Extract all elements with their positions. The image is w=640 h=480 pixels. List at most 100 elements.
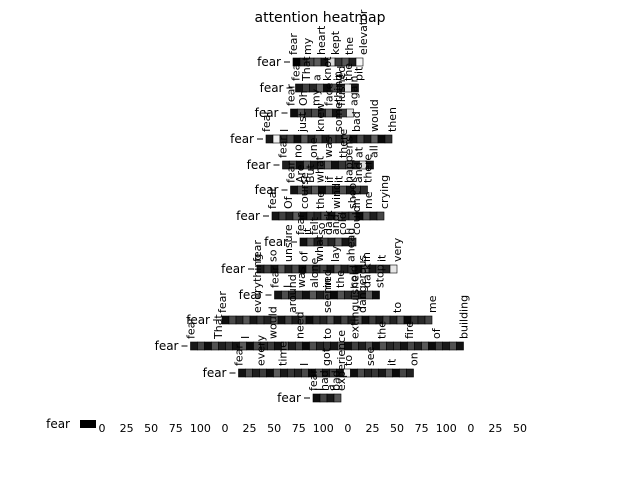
- heatmap-cell: [278, 211, 287, 221]
- heatmap-cell: [327, 237, 336, 247]
- token-label: the: [343, 37, 356, 55]
- heatmap-cell: [274, 290, 282, 300]
- axis-tick-label: 50: [144, 422, 158, 435]
- token-label: lay: [329, 245, 342, 262]
- token-label: the: [342, 63, 355, 81]
- token-label: was: [295, 266, 308, 288]
- heatmap-cell: [284, 315, 293, 325]
- heatmap-cell: [377, 134, 386, 144]
- heatmap-cell: [252, 368, 260, 378]
- token-label: a: [324, 384, 337, 391]
- heatmap-cell: [319, 393, 328, 403]
- heatmap-cell: [442, 341, 450, 351]
- heatmap-cell: [421, 341, 429, 351]
- token-label: seemed: [321, 269, 334, 313]
- token-label: my: [310, 88, 323, 106]
- token-label: heart: [315, 25, 328, 55]
- heatmap-cell: [312, 393, 321, 403]
- token-label: kept: [329, 30, 342, 55]
- heatmap-cell: [417, 315, 426, 325]
- token-label: very: [391, 237, 404, 262]
- heatmap-cell: [302, 290, 310, 300]
- heatmap-cell: [287, 368, 295, 378]
- heatmap-cell: [366, 160, 374, 170]
- axis-tick-label: 75: [415, 422, 429, 435]
- token-label: in: [332, 71, 345, 81]
- heatmap-cell: [364, 368, 372, 378]
- row-label: fear: [257, 55, 281, 69]
- row-label: fear: [255, 183, 279, 197]
- row-label: fear: [186, 313, 210, 327]
- token-label: me: [362, 191, 375, 209]
- token-label: my: [301, 37, 314, 55]
- axis-tick-label: 100: [313, 422, 334, 435]
- heatmap-cell: [371, 368, 379, 378]
- token-label: then: [386, 107, 399, 132]
- token-label: in: [321, 278, 334, 288]
- axis-row-label: fear: [46, 417, 70, 431]
- heatmap-cell: [334, 57, 343, 67]
- axis-tick-label: 25: [120, 422, 134, 435]
- heatmap-cell: [290, 185, 298, 195]
- axis-tick-label: 75: [292, 422, 306, 435]
- token-label: every: [254, 334, 267, 366]
- heatmap-cell: [299, 237, 308, 247]
- token-label: if: [323, 175, 336, 183]
- token-label: no: [292, 144, 305, 158]
- heatmap-cell: [340, 315, 349, 325]
- token-label: dangerous: [356, 255, 369, 313]
- heatmap-cell: [256, 315, 265, 325]
- heatmap-cell: [273, 368, 281, 378]
- token-label: fear: [285, 161, 298, 183]
- heatmap-cell: [285, 211, 294, 221]
- heatmap-cell: [428, 341, 436, 351]
- heatmap-cell: [271, 211, 280, 221]
- row-label: fear: [255, 106, 279, 120]
- axis-tick-label: 25: [243, 422, 257, 435]
- token-label: knot: [321, 56, 334, 81]
- heatmap-cell: [309, 290, 317, 300]
- heatmap-cell: [449, 341, 457, 351]
- heatmap-cell: [360, 185, 368, 195]
- token-label: again: [348, 75, 361, 106]
- heatmap-cell: [363, 134, 372, 144]
- heatmap-cell: [337, 290, 345, 300]
- token-label: extinguisher: [348, 270, 361, 339]
- heatmap-cell: [313, 57, 322, 67]
- axis-tick-label: 0: [467, 422, 474, 435]
- heatmap-cell: [294, 368, 302, 378]
- heatmap-cell: [266, 368, 274, 378]
- heatmap-cell: [246, 341, 254, 351]
- token-label: That: [212, 314, 225, 340]
- token-label: ahead: [344, 228, 357, 262]
- token-label: at: [352, 146, 365, 158]
- token-label: bad: [350, 111, 363, 132]
- heatmap-cell: [288, 341, 296, 351]
- axis-cell: [80, 420, 96, 428]
- token-label: fear: [287, 33, 300, 55]
- token-label: unsure: [282, 224, 295, 262]
- heatmap-cell: [331, 160, 339, 170]
- heatmap-cell: [302, 341, 310, 351]
- heatmap-cell: [242, 315, 251, 325]
- token-label: something: [332, 74, 345, 132]
- row-label: fear: [264, 235, 288, 249]
- token-label: elevator: [357, 9, 370, 55]
- token-label: couldn't: [350, 190, 363, 235]
- token-label: and: [352, 162, 365, 183]
- token-label: knew: [314, 103, 327, 132]
- token-label: had: [318, 370, 331, 391]
- token-label: in: [360, 252, 373, 262]
- row-label: fear: [236, 209, 260, 223]
- heatmap-cell: [406, 368, 414, 378]
- row-label: fear: [260, 81, 284, 95]
- heatmap-cell: [346, 108, 354, 118]
- heatmap-cell: [218, 341, 226, 351]
- token-label: I: [278, 129, 291, 132]
